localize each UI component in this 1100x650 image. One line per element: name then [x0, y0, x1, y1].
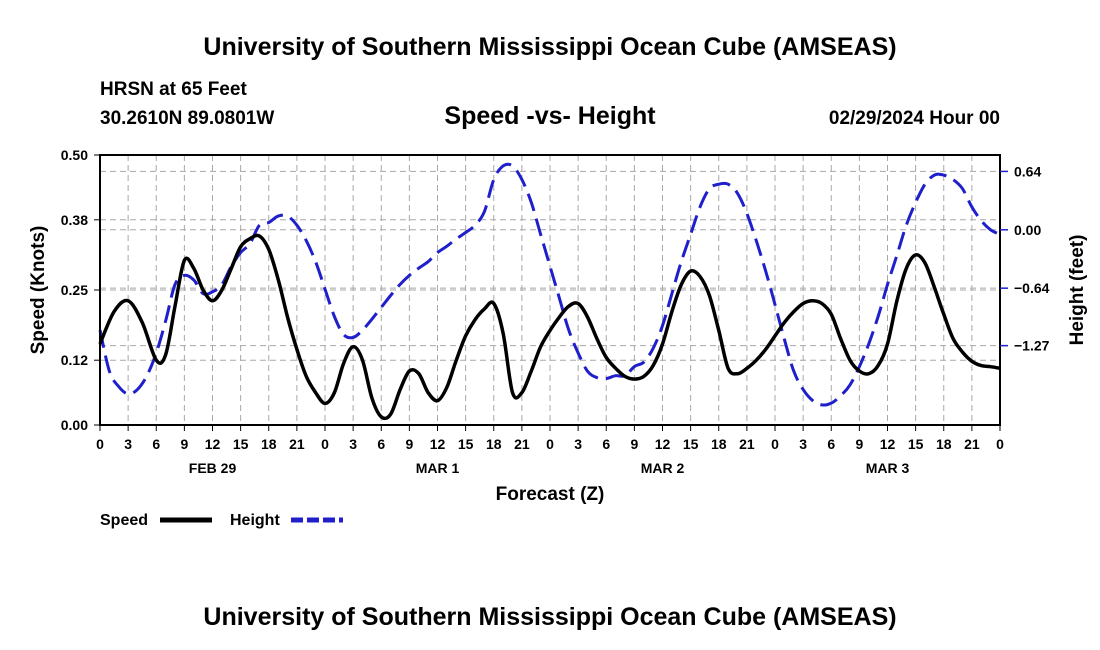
x-tick-label: 3	[799, 436, 807, 452]
y2-tick-label: −0.64	[1014, 280, 1050, 296]
x-tick-label: 6	[152, 436, 160, 452]
x-tick-label: 18	[936, 436, 952, 452]
x-tick-label: 6	[602, 436, 610, 452]
y2-tick-label: 0.64	[1014, 163, 1041, 179]
y-axis-label: Speed (Knots)	[28, 226, 49, 355]
x-axis-label: Forecast (Z)	[496, 484, 605, 505]
x-tick-label: 0	[546, 436, 554, 452]
x-tick-label: 3	[349, 436, 357, 452]
day-label: MAR 1	[416, 460, 460, 476]
x-tick-label: 21	[964, 436, 980, 452]
legend-label-height: Height	[230, 512, 280, 529]
x-tick-label: 21	[514, 436, 530, 452]
x-tick-label: 9	[630, 436, 638, 452]
x-tick-label: 3	[574, 436, 582, 452]
x-tick-label: 9	[405, 436, 413, 452]
x-tick-label: 0	[771, 436, 779, 452]
x-tick-label: 15	[233, 436, 249, 452]
chart-title: Speed -vs- Height	[444, 102, 656, 130]
y2-axis-label: Height (feet)	[1067, 235, 1088, 346]
grid	[100, 155, 1000, 425]
x-tick-label: 15	[458, 436, 474, 452]
x-tick-label: 0	[96, 436, 104, 452]
x-tick-label: 3	[124, 436, 132, 452]
y2-tick-label: 0.00	[1014, 222, 1041, 238]
legend-label-speed: Speed	[100, 512, 148, 529]
x-tick-label: 9	[180, 436, 188, 452]
station-coords: 30.2610N 89.0801W	[100, 108, 274, 129]
x-tick-label: 6	[827, 436, 835, 452]
x-tick-label: 21	[739, 436, 755, 452]
x-tick-label: 18	[711, 436, 727, 452]
y-tick-label: 0.38	[61, 212, 88, 228]
y2-tick-label: −1.27	[1014, 338, 1050, 354]
series-layer	[98, 162, 1001, 421]
day-label: MAR 3	[866, 460, 910, 476]
y-tick-label: 0.50	[61, 147, 88, 163]
x-tick-label: 12	[205, 436, 221, 452]
x-tick-label: 18	[486, 436, 502, 452]
height-series-line	[98, 162, 1001, 407]
x-tick-label: 0	[321, 436, 329, 452]
page-title-top: University of Southern Mississippi Ocean…	[203, 33, 896, 61]
x-tick-label: 12	[655, 436, 671, 452]
page-title-bottom: University of Southern Mississippi Ocean…	[203, 603, 896, 631]
x-tick-label: 12	[880, 436, 896, 452]
forecast-date: 02/29/2024 Hour 00	[829, 108, 1000, 129]
x-tick-label: 15	[683, 436, 699, 452]
axis-ticks: 0 3 6 9 12 15 18 21 0 3 6 9 12 15 18 21 0 3 6 9 12 15 18 21 0 3 6 9…	[61, 147, 1050, 476]
x-tick-label: 9	[855, 436, 863, 452]
x-tick-label: 18	[261, 436, 277, 452]
y-tick-label: 0.12	[61, 352, 88, 368]
legend: Speed Height	[100, 512, 343, 529]
y-tick-label: 0.00	[61, 417, 88, 433]
x-tick-label: 12	[430, 436, 446, 452]
x-tick-label: 15	[908, 436, 924, 452]
x-tick-label: 0	[996, 436, 1004, 452]
x-tick-label: 21	[289, 436, 305, 452]
x-tick-label: 6	[377, 436, 385, 452]
speed-series-line	[98, 233, 1001, 421]
y-tick-label: 0.25	[61, 282, 88, 298]
day-label: MAR 2	[641, 460, 685, 476]
day-label: FEB 29	[189, 460, 237, 476]
station-name: HRSN at 65 Feet	[100, 79, 247, 100]
